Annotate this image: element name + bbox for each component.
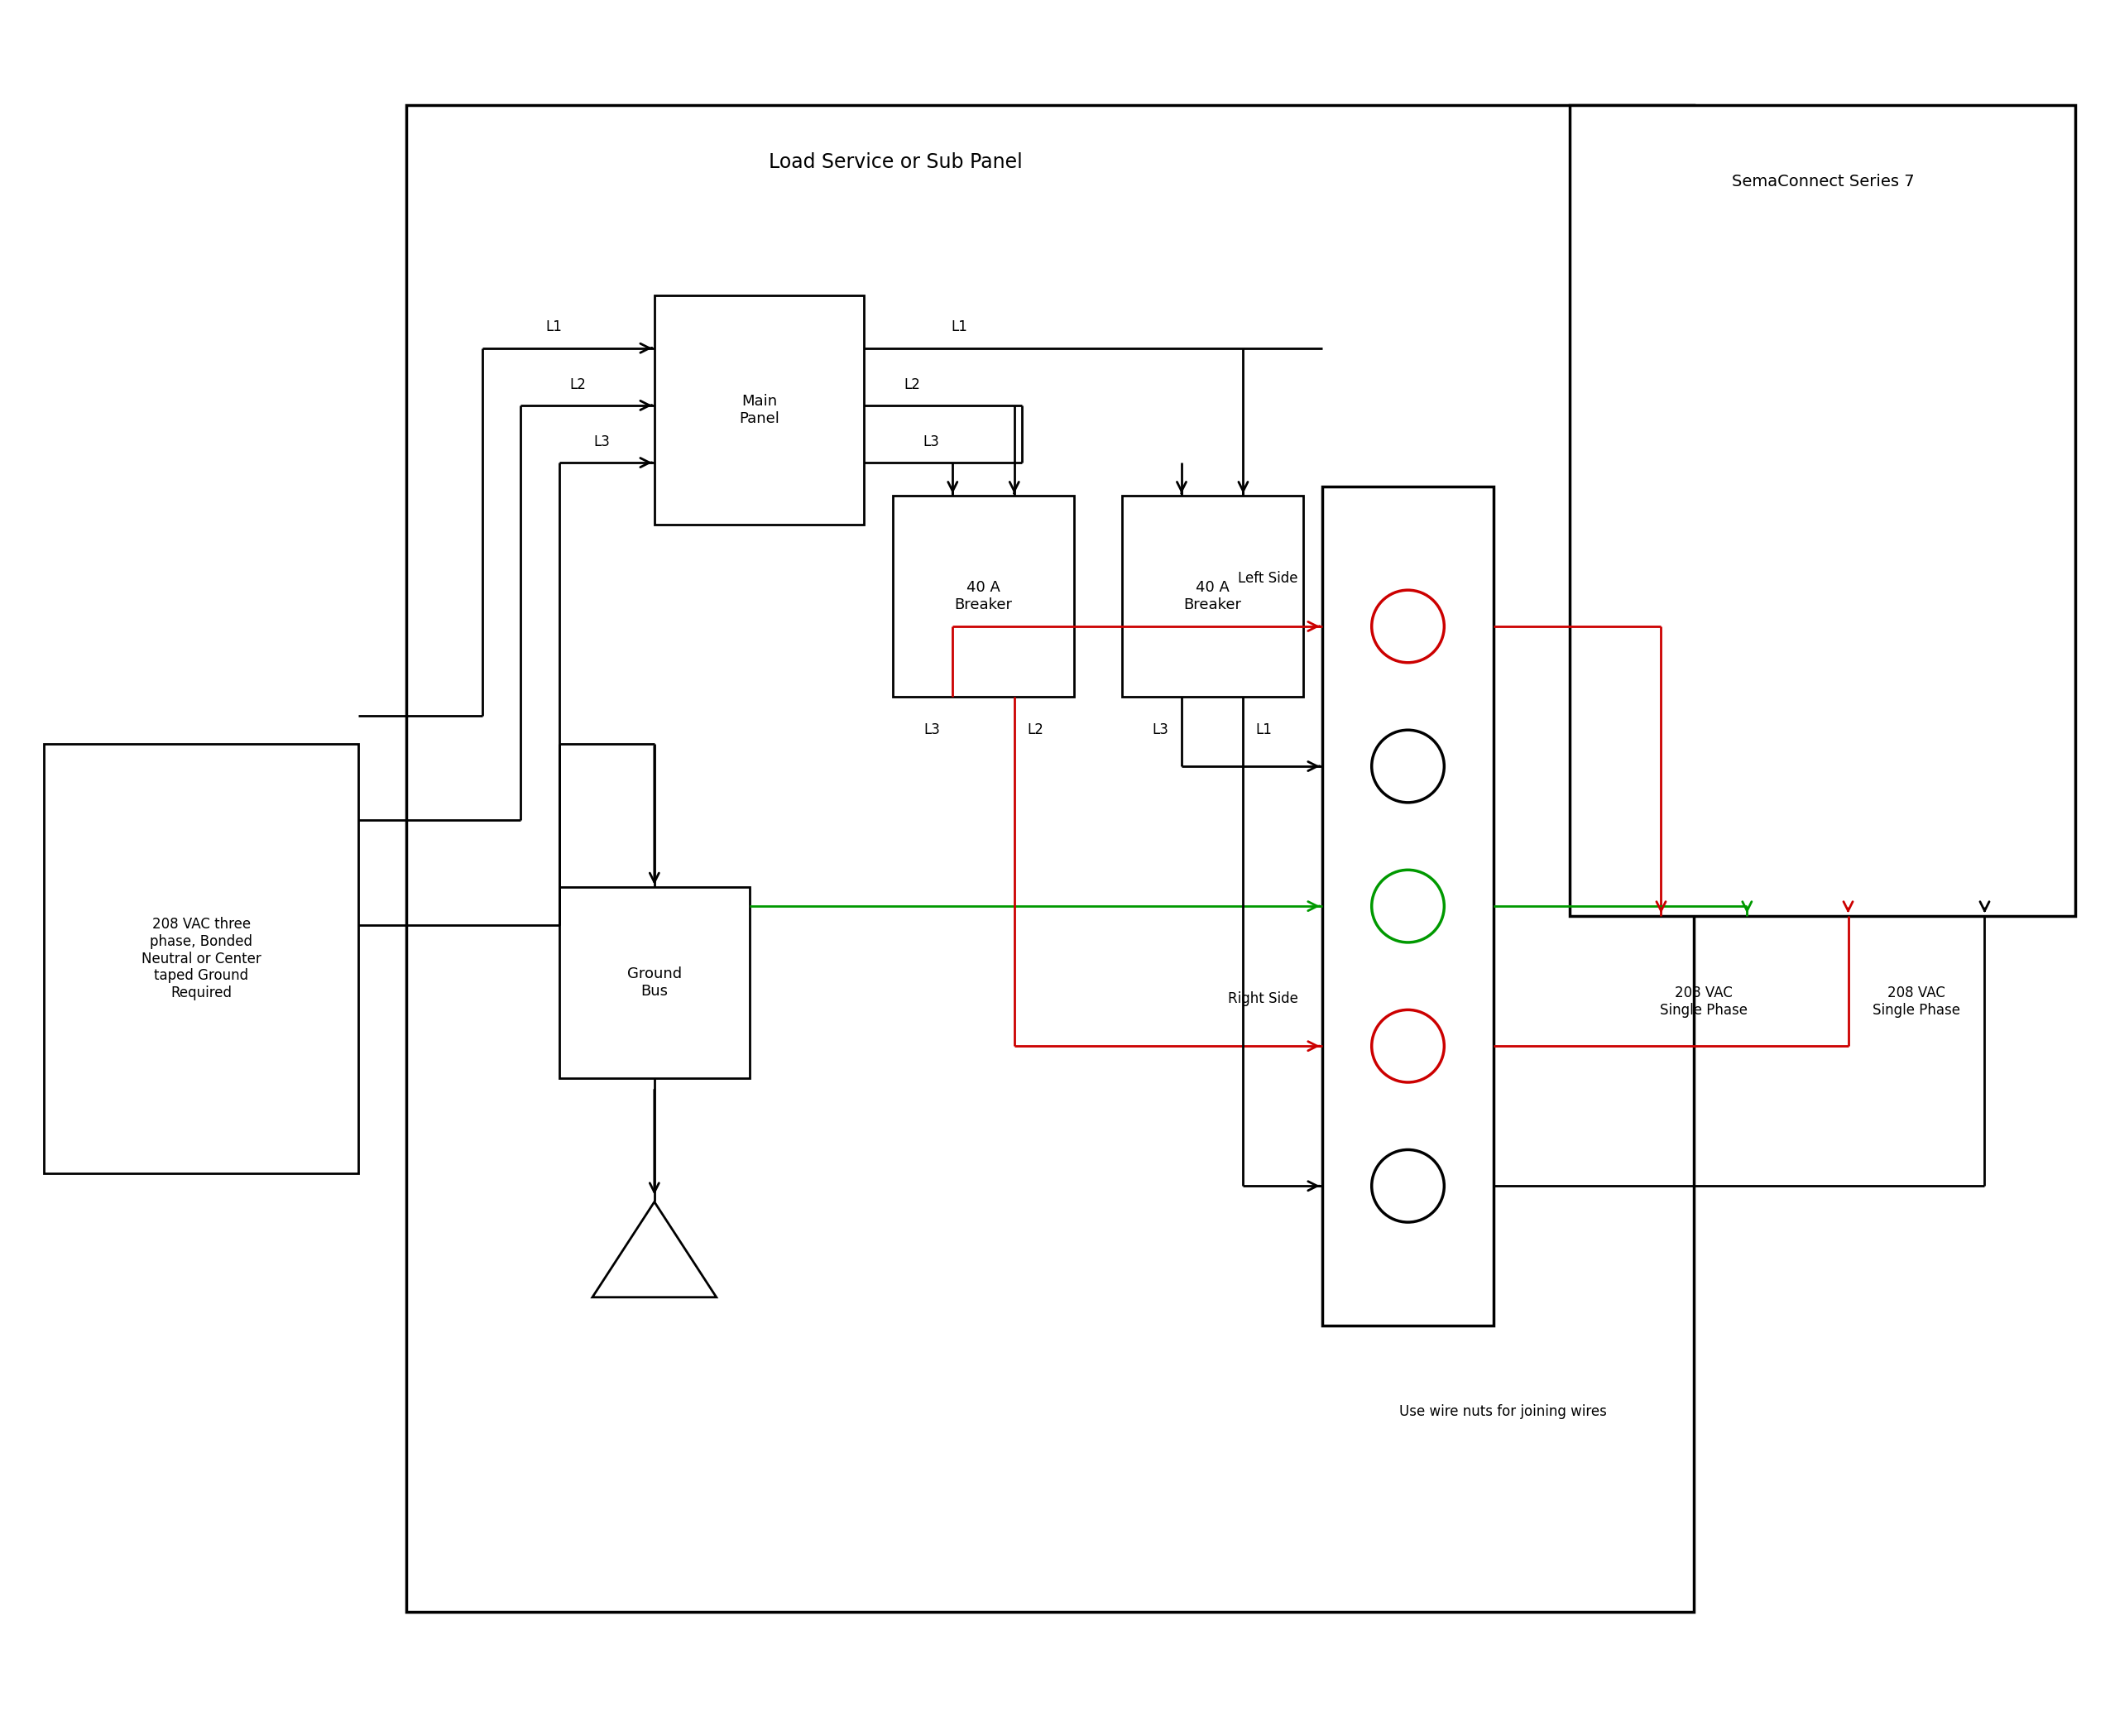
- Bar: [1323, 486, 1494, 1326]
- Bar: [893, 496, 1074, 696]
- Text: L3: L3: [922, 434, 939, 450]
- Text: L1: L1: [1255, 722, 1272, 738]
- Text: L1: L1: [546, 319, 563, 335]
- Text: 208 VAC
Single Phase: 208 VAC Single Phase: [1872, 986, 1960, 1017]
- Text: Ground
Bus: Ground Bus: [627, 967, 682, 998]
- Text: Main
Panel: Main Panel: [738, 394, 779, 427]
- Circle shape: [1372, 1010, 1443, 1082]
- Text: SemaConnect Series 7: SemaConnect Series 7: [1732, 174, 1914, 189]
- Text: L3: L3: [1152, 722, 1169, 738]
- Bar: [407, 104, 1694, 1613]
- Text: Right Side: Right Side: [1228, 991, 1298, 1005]
- Text: 40 A
Breaker: 40 A Breaker: [1184, 580, 1241, 613]
- Bar: [1570, 104, 2076, 915]
- Circle shape: [1372, 1149, 1443, 1222]
- Circle shape: [1372, 870, 1443, 943]
- Text: L3: L3: [924, 722, 939, 738]
- Circle shape: [1372, 590, 1443, 663]
- Text: 208 VAC
Single Phase: 208 VAC Single Phase: [1661, 986, 1747, 1017]
- Bar: [654, 295, 865, 524]
- Text: L3: L3: [593, 434, 610, 450]
- Text: Load Service or Sub Panel: Load Service or Sub Panel: [768, 153, 1023, 172]
- Text: Left Side: Left Side: [1239, 571, 1298, 587]
- Circle shape: [1372, 731, 1443, 802]
- Text: L2: L2: [1028, 722, 1044, 738]
- Text: Use wire nuts for joining wires: Use wire nuts for joining wires: [1399, 1404, 1608, 1418]
- Text: L2: L2: [570, 377, 587, 392]
- Bar: [1123, 496, 1304, 696]
- Text: L1: L1: [952, 319, 968, 335]
- Polygon shape: [593, 1201, 717, 1297]
- Text: L2: L2: [903, 377, 920, 392]
- Text: 208 VAC three
phase, Bonded
Neutral or Center
taped Ground
Required: 208 VAC three phase, Bonded Neutral or C…: [141, 917, 262, 1000]
- Text: 40 A
Breaker: 40 A Breaker: [954, 580, 1013, 613]
- Bar: [44, 745, 359, 1174]
- Bar: [559, 887, 749, 1078]
